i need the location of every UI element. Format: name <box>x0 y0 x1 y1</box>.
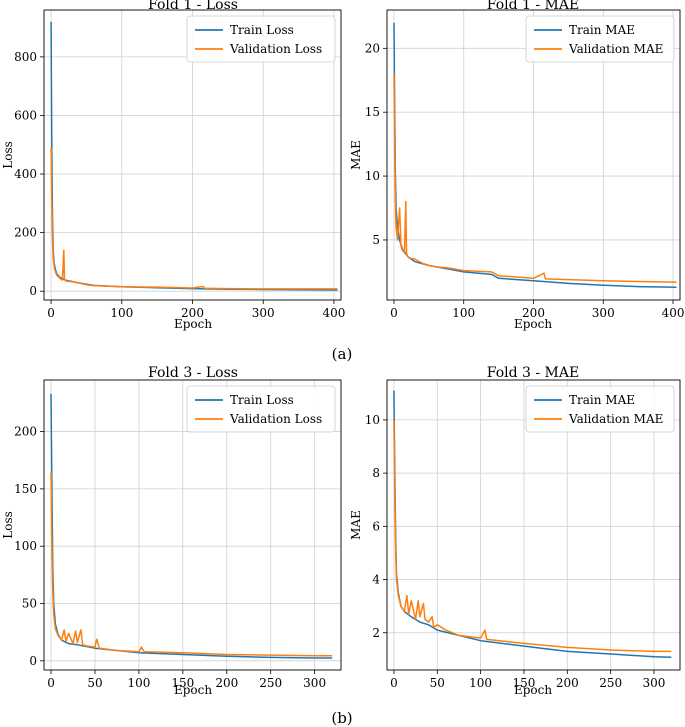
plot-frame <box>386 379 681 671</box>
legend-box <box>186 15 336 63</box>
legend: Train MAE Validation MAE <box>525 15 675 63</box>
x-axis-label: Epoch <box>514 683 552 697</box>
x-axis-label: Epoch <box>174 683 212 697</box>
y-tick-label: 2 <box>372 626 380 640</box>
x-tick-label: 200 <box>556 676 579 690</box>
x-tick-label: 100 <box>127 676 150 690</box>
series-line-train-loss <box>50 393 333 659</box>
x-tick-label: 200 <box>522 306 545 320</box>
x-tick-label: 100 <box>452 306 475 320</box>
series-line-validation-loss <box>50 147 338 290</box>
plot-frame <box>43 9 342 301</box>
series-line-validation-loss <box>50 471 333 657</box>
series-line-validation-mae <box>393 73 677 283</box>
y-tick-label: 20 <box>365 41 380 55</box>
legend-box <box>186 385 336 433</box>
chart-fold3-loss: 0 50 100 150 200 250 300 0 50 100 150 200 Fold 3 - L… <box>1 365 342 697</box>
y-tick-label: 15 <box>365 105 380 119</box>
y-tick-label: 800 <box>14 50 37 64</box>
y-tick-label: 100 <box>14 539 37 553</box>
series-line-train-mae <box>393 22 677 288</box>
chart-fold1-mae: 0 100 200 300 400 5 10 15 20 Fold 1 - MAE Epoch MAE… <box>349 0 684 331</box>
x-tick-label: 200 <box>181 306 204 320</box>
legend: Train Loss Validation Loss <box>186 385 336 433</box>
y-tick-label: 10 <box>365 169 380 183</box>
y-tick-label: 400 <box>14 167 37 181</box>
y-tick-label: 600 <box>14 108 37 122</box>
legend-label: Validation Loss <box>229 412 322 426</box>
legend-label: Validation Loss <box>229 42 322 56</box>
legend: Train Loss Validation Loss <box>186 15 336 63</box>
x-tick-label: 0 <box>390 306 398 320</box>
chart-title: Fold 3 - Loss <box>148 365 238 381</box>
x-tick-label: 400 <box>322 306 345 320</box>
x-axis-label: Epoch <box>514 317 552 331</box>
legend-label: Validation MAE <box>568 42 663 56</box>
x-tick-label: 150 <box>513 676 536 690</box>
x-tick-label: 250 <box>259 676 282 690</box>
legend-box <box>525 15 675 63</box>
x-tick-label: 150 <box>171 676 194 690</box>
y-tick-label: 200 <box>14 226 37 240</box>
x-tick-label: 50 <box>430 676 445 690</box>
y-tick-label: 4 <box>372 573 380 587</box>
x-tick-label: 100 <box>469 676 492 690</box>
y-tick-label: 10 <box>365 413 380 427</box>
x-axis-label: Epoch <box>174 317 212 331</box>
x-tick-label: 100 <box>110 306 133 320</box>
y-axis-label: MAE <box>349 140 363 170</box>
y-tick-label: 0 <box>29 654 37 668</box>
y-tick-label: 50 <box>22 597 37 611</box>
series-line-validation-mae <box>393 419 672 653</box>
panel-label-a: (a) <box>332 345 353 363</box>
x-tick-label: 200 <box>215 676 238 690</box>
chart-fold3-mae: 0 50 100 150 200 250 300 2 4 6 8 10 Fold 3 - MAE Epoc… <box>349 365 681 697</box>
x-tick-label: 50 <box>87 676 102 690</box>
chart-title: Fold 3 - MAE <box>487 365 579 381</box>
y-axis-label: MAE <box>349 510 363 540</box>
legend-label: Train Loss <box>230 23 294 37</box>
y-axis-label: Loss <box>1 141 15 169</box>
x-tick-label: 0 <box>47 306 55 320</box>
legend-label: Train MAE <box>569 23 635 37</box>
legend-box <box>525 385 675 433</box>
x-tick-label: 0 <box>390 676 398 690</box>
y-tick-label: 0 <box>29 284 37 298</box>
legend-label: Train MAE <box>569 393 635 407</box>
panel-label-b: (b) <box>331 709 352 727</box>
y-tick-label: 150 <box>14 482 37 496</box>
x-tick-label: 250 <box>599 676 622 690</box>
chart-title: Fold 1 - MAE <box>487 0 579 13</box>
chart-title: Fold 1 - Loss <box>148 0 238 13</box>
y-axis-label: Loss <box>1 511 15 539</box>
y-tick-label: 5 <box>372 233 380 247</box>
y-tick-label: 6 <box>372 519 380 533</box>
y-tick-label: 8 <box>372 466 380 480</box>
x-tick-label: 300 <box>643 676 666 690</box>
x-tick-label: 300 <box>592 306 615 320</box>
legend-label: Validation MAE <box>568 412 663 426</box>
chart-fold1-loss: 0 100 200 300 400 0 200 400 600 800 Fold 1 - Loss E… <box>1 0 345 331</box>
x-tick-label: 400 <box>662 306 685 320</box>
legend-label: Train Loss <box>230 393 294 407</box>
x-tick-label: 0 <box>47 676 55 690</box>
x-tick-label: 300 <box>252 306 275 320</box>
y-tick-label: 200 <box>14 425 37 439</box>
legend: Train MAE Validation MAE <box>525 385 675 433</box>
x-tick-label: 300 <box>303 676 326 690</box>
plot-frame <box>43 379 342 671</box>
plot-frame <box>386 9 681 301</box>
